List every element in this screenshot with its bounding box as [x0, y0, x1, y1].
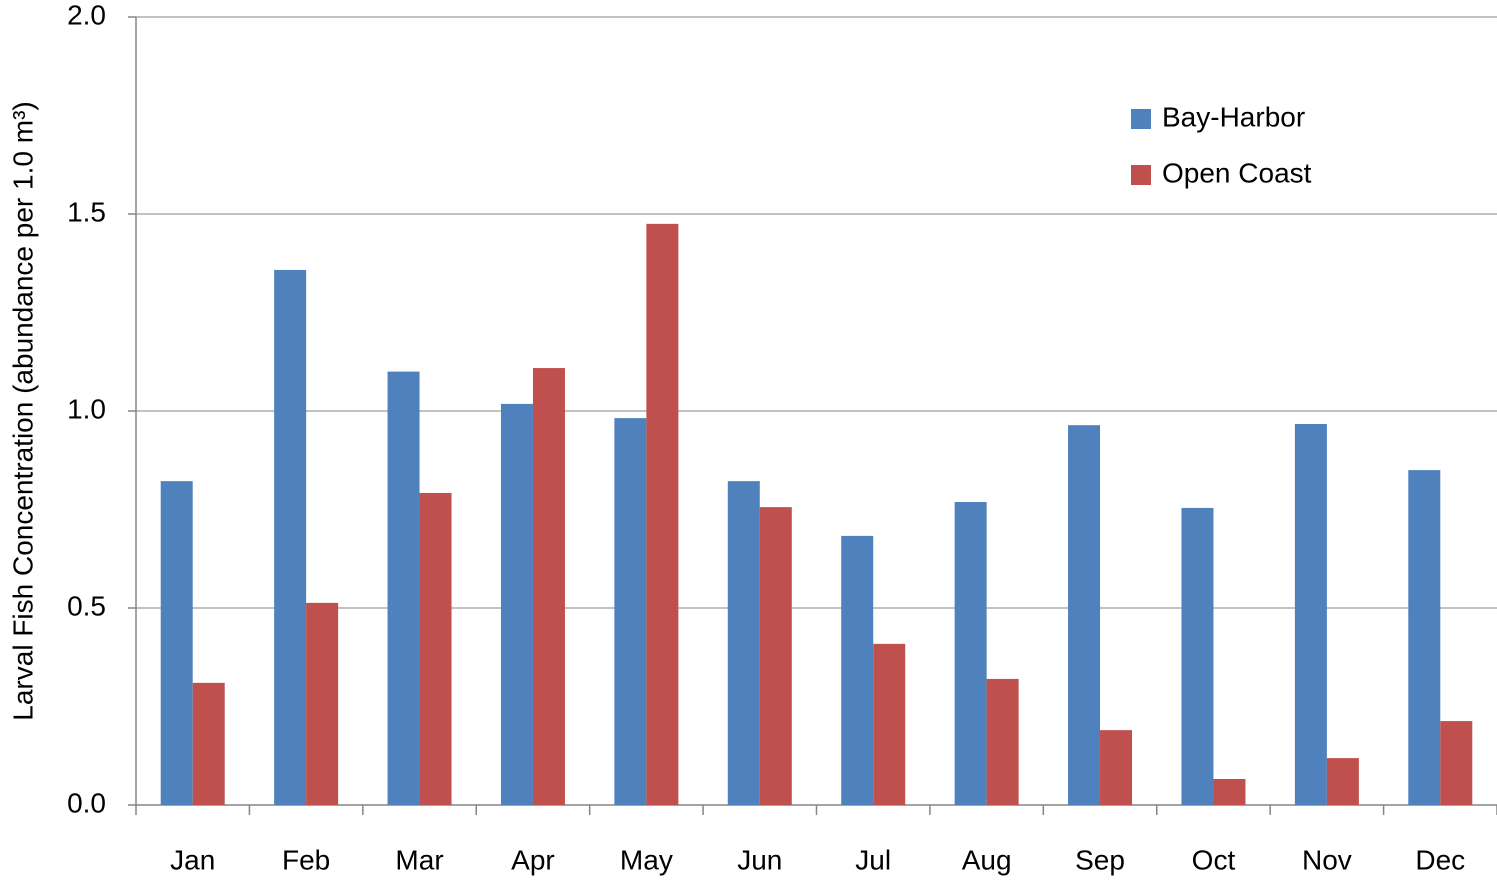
bar — [1326, 758, 1359, 805]
bar — [986, 678, 1019, 805]
bar — [500, 403, 533, 805]
x-tick-label: Sep — [1075, 844, 1125, 875]
bar — [1213, 778, 1246, 805]
bar — [532, 368, 565, 805]
x-tick-label: Mar — [395, 844, 443, 875]
x-tick-label: Apr — [511, 844, 555, 875]
y-tick-label: 0.0 — [67, 787, 106, 818]
bar — [419, 492, 452, 805]
x-tick-label: Jul — [855, 844, 891, 875]
y-tick-label: 0.5 — [67, 590, 106, 621]
legend-swatch — [1131, 109, 1151, 129]
x-tick-label: Nov — [1302, 844, 1352, 875]
legend-label: Open Coast — [1162, 157, 1312, 188]
x-tick-label: Oct — [1192, 844, 1236, 875]
bar — [727, 481, 760, 805]
bar — [1100, 730, 1133, 805]
y-tick-label: 2.0 — [67, 0, 106, 30]
x-tick-label: May — [620, 844, 673, 875]
bar — [614, 418, 647, 805]
x-tick-label: Aug — [962, 844, 1012, 875]
bar — [1440, 721, 1473, 805]
bar — [841, 535, 874, 805]
bar — [1068, 425, 1101, 805]
x-tick-label: Dec — [1415, 844, 1465, 875]
bar — [954, 502, 987, 805]
bar — [387, 371, 420, 805]
y-tick-label: 1.0 — [67, 393, 106, 424]
y-axis-label: Larval Fish Concentration (abundance per… — [7, 101, 38, 720]
bar — [192, 682, 225, 805]
y-tick-label: 1.5 — [67, 196, 106, 227]
bar — [759, 507, 792, 805]
legend-swatch — [1131, 165, 1151, 185]
bar — [274, 269, 307, 805]
bar — [873, 643, 906, 805]
bar — [646, 223, 679, 806]
bar — [1408, 470, 1441, 805]
bar — [1294, 424, 1327, 805]
x-tick-label: Jan — [170, 844, 215, 875]
bar — [1181, 507, 1214, 805]
x-tick-label: Feb — [282, 844, 330, 875]
bar — [306, 602, 339, 805]
bar — [160, 481, 193, 805]
x-tick-label: Jun — [737, 844, 782, 875]
legend-label: Bay-Harbor — [1162, 101, 1305, 132]
